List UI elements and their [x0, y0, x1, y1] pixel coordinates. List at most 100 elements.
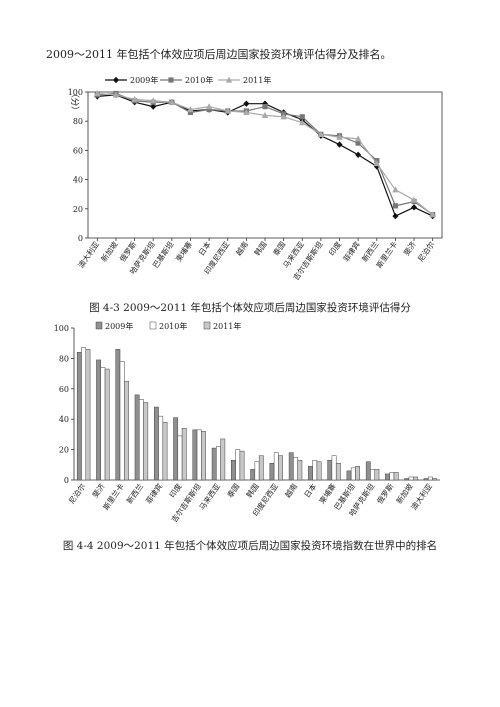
x-tick-label: 新加坡: [98, 239, 119, 264]
bar: [312, 459, 318, 481]
bar: [162, 421, 168, 481]
bar: [235, 449, 241, 481]
bar: [385, 473, 390, 481]
bar: [181, 428, 187, 481]
legend-marker: [168, 77, 174, 83]
y-tick-label: 60: [73, 146, 83, 155]
x-tick-label: 菲律宾: [143, 481, 164, 506]
data-point: [355, 140, 361, 146]
data-point: [187, 106, 194, 113]
data-point: [112, 91, 120, 98]
bar: [85, 349, 91, 481]
data-point: [411, 204, 418, 211]
bar: [100, 367, 106, 481]
y-tick-label: 0: [64, 476, 69, 485]
bar: [173, 417, 179, 481]
bar: [316, 461, 322, 481]
bar: [355, 466, 361, 481]
y-tick-label: 100: [54, 324, 69, 333]
x-tick-label: 韩国: [252, 239, 269, 257]
data-point: [336, 133, 343, 140]
bar: [423, 478, 429, 481]
data-point: [187, 109, 194, 116]
x-tick-label: 越南: [233, 239, 250, 257]
bar: [250, 469, 256, 481]
x-tick-label: 日本: [196, 239, 213, 257]
legend-entry: 2009年: [95, 321, 133, 331]
figure-caption-4-3: 图 4-3 2009～2011 年包括个体效应项后周边国家投资环境评估得分: [89, 302, 411, 314]
bar: [269, 463, 275, 481]
legend-swatch: [203, 321, 211, 330]
bar: [273, 452, 279, 481]
x-tick-label: 韩国: [244, 481, 261, 499]
intro-text: 2009～2011 年包括个体效应项后周边国家投资环境评估得分及排名。: [46, 48, 392, 61]
y-tick-label: 20: [59, 446, 69, 455]
data-point: [392, 212, 399, 220]
x-tick-label: 泰国: [225, 481, 242, 499]
data-point: [262, 100, 268, 107]
bar: [76, 352, 82, 481]
bar: [331, 455, 337, 481]
bar: [81, 347, 87, 481]
x-tick-label: 斐济: [90, 481, 107, 499]
x-tick-label: 泰国: [270, 239, 287, 257]
y-axis-label: （分）: [69, 89, 80, 115]
bar: [134, 394, 140, 481]
bar: [201, 431, 206, 481]
bar: [139, 399, 144, 481]
data-point: [429, 211, 436, 218]
bar: [158, 415, 164, 481]
bar: [365, 461, 371, 481]
bar: [211, 447, 217, 481]
x-tick-label: 日本: [302, 481, 319, 499]
data-point: [150, 97, 157, 104]
data-point: [94, 90, 101, 97]
bar: [258, 455, 264, 481]
data-point: [206, 106, 212, 113]
series-line: [97, 92, 434, 216]
data-point: [336, 141, 343, 148]
data-point: [131, 95, 138, 102]
bar: [393, 472, 399, 481]
data-point: [224, 107, 231, 114]
data-point: [261, 111, 269, 118]
bar: [288, 452, 294, 481]
bar: [370, 469, 375, 481]
legend-label: 2009年: [130, 75, 158, 85]
data-point: [299, 114, 305, 120]
legend-swatch: [95, 321, 103, 330]
legend-label: 2010年: [159, 321, 187, 331]
bar: [413, 476, 418, 481]
bar: [404, 478, 410, 481]
bar: [220, 438, 226, 481]
legend-label: 2011年: [243, 75, 271, 85]
bar: [119, 361, 125, 481]
x-tick-label: 菲律宾: [341, 239, 362, 264]
bar: [335, 463, 341, 481]
y-tick-label: 100: [68, 88, 83, 97]
bar: [427, 476, 433, 481]
data-point: [262, 104, 268, 110]
bar: [239, 450, 245, 481]
y-tick-label: 40: [73, 176, 83, 185]
x-tick-label: 澳大利亚: [76, 239, 102, 270]
bar: [297, 459, 303, 481]
data-point: [243, 100, 250, 107]
x-tick-label: 印度: [167, 481, 184, 499]
bar: [196, 429, 202, 481]
x-tick-label: 新西兰: [124, 481, 145, 506]
data-point: [373, 160, 380, 167]
series-2: [94, 90, 436, 218]
bar: [231, 459, 236, 481]
series-line: [97, 92, 434, 216]
data-point: [205, 103, 213, 110]
y-tick-label: 40: [59, 415, 69, 424]
bar: [278, 455, 283, 481]
bar: [124, 380, 129, 481]
x-tick-label: 俄罗斯: [374, 481, 395, 506]
bar: [350, 467, 356, 481]
data-point: [392, 186, 399, 193]
legend-entry: 2009年: [105, 75, 158, 85]
bar: [254, 461, 260, 481]
